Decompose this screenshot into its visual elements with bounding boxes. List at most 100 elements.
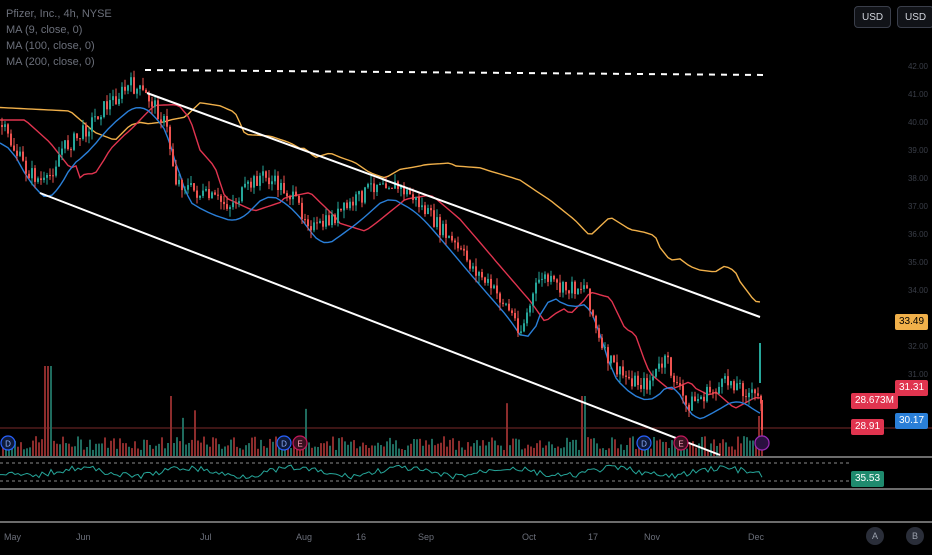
- candle-body: [286, 193, 288, 197]
- candle-body: [694, 396, 696, 402]
- candle-body: [427, 208, 429, 214]
- currency-button[interactable]: USD: [854, 6, 892, 28]
- volume-bar: [638, 441, 640, 456]
- volume-bar: [665, 442, 667, 456]
- auto-scale-button[interactable]: A: [866, 527, 884, 545]
- candle-body: [670, 357, 672, 376]
- candle-body: [730, 381, 732, 386]
- volume-bar: [629, 437, 631, 456]
- volume-bar: [338, 438, 340, 456]
- candle-body: [460, 248, 462, 250]
- candle-body: [199, 195, 201, 198]
- volume-bar: [332, 436, 334, 456]
- candle-body: [550, 275, 552, 282]
- candle-body: [1, 125, 3, 127]
- candle-body: [676, 382, 678, 384]
- volume-bar: [173, 443, 175, 456]
- candle-body: [250, 181, 252, 188]
- candle-body: [124, 86, 126, 91]
- candle-body: [508, 303, 510, 311]
- volume-bar: [95, 443, 97, 456]
- candle-body: [349, 201, 351, 209]
- candle-body: [328, 215, 330, 225]
- earnings-lightning-icon: [754, 435, 770, 451]
- volume-bar: [167, 443, 169, 456]
- volume-bar: [347, 444, 349, 456]
- symbol-title: Pfizer, Inc., 4h, NYSE: [6, 8, 112, 20]
- volume-bar: [164, 448, 166, 456]
- volume-bar: [113, 438, 115, 456]
- candle-body: [760, 395, 762, 404]
- candle-body: [673, 375, 675, 383]
- candle-body: [55, 166, 57, 176]
- rsi-line: [0, 464, 763, 480]
- candle-body: [196, 190, 198, 198]
- candle-body: [181, 179, 183, 191]
- candle-body: [586, 285, 588, 289]
- currency-unit-button[interactable]: USD: [897, 6, 932, 28]
- candle-body: [100, 117, 102, 120]
- candle-body: [217, 194, 219, 196]
- volume-bar: [239, 448, 241, 456]
- volume-bar: [41, 439, 43, 456]
- chart-legend: Pfizer, Inc., 4h, NYSE MA (9, close, 0) …: [6, 6, 112, 70]
- volume-bar: [623, 449, 625, 456]
- event-marker[interactable]: [276, 435, 292, 451]
- candle-body: [619, 366, 621, 375]
- volume-bar: [656, 440, 658, 456]
- candle-body: [325, 215, 327, 227]
- volume-bar: [605, 449, 607, 456]
- volume-bar: [245, 445, 247, 456]
- volume-bar: [128, 446, 130, 456]
- candle-body: [661, 363, 663, 368]
- event-marker[interactable]: [673, 435, 689, 451]
- volume-bar: [443, 436, 445, 456]
- volume-bar: [575, 439, 577, 456]
- candle-body: [430, 208, 432, 211]
- candle-body: [571, 281, 573, 294]
- volume-bar: [251, 437, 253, 456]
- volume-bar: [386, 441, 388, 456]
- volume-bar: [266, 447, 268, 456]
- candle-body: [562, 282, 564, 293]
- candle-body: [136, 88, 138, 94]
- candle-body: [265, 171, 267, 178]
- volume-bar: [419, 438, 421, 456]
- candle-body: [373, 183, 375, 193]
- event-marker[interactable]: [0, 435, 16, 451]
- price-tick-label: 42.00: [907, 62, 928, 71]
- candle-body: [382, 183, 384, 185]
- candle-body: [355, 194, 357, 206]
- volume-bar: [506, 403, 508, 456]
- candle-body: [658, 363, 660, 369]
- event-marker[interactable]: [636, 435, 652, 451]
- volume-bar: [458, 440, 460, 456]
- volume-bar: [200, 442, 202, 456]
- event-marker[interactable]: [292, 435, 308, 451]
- volume-bar: [737, 436, 739, 456]
- volume-bar: [659, 439, 661, 456]
- volume-bar: [242, 449, 244, 456]
- candle-body: [298, 195, 300, 203]
- candle-body: [319, 220, 321, 223]
- candle-body: [388, 187, 390, 189]
- last-price-label: 28.91: [851, 419, 885, 435]
- volume-bar: [98, 443, 100, 456]
- volume-bar: [32, 440, 34, 456]
- volume-bar: [713, 439, 715, 456]
- time-tick-label: Aug: [296, 532, 313, 542]
- volume-bar: [611, 437, 613, 456]
- volume-bar: [413, 438, 415, 456]
- candle-body: [577, 288, 579, 294]
- volume-bar: [395, 440, 397, 456]
- candle-body: [457, 242, 459, 249]
- candle-body: [607, 347, 609, 364]
- volume-bar: [710, 443, 712, 456]
- candle-body: [403, 185, 405, 195]
- candle-body: [67, 140, 69, 150]
- candle-body: [88, 131, 90, 137]
- volume-bar: [374, 445, 376, 456]
- log-scale-button[interactable]: B: [906, 527, 924, 545]
